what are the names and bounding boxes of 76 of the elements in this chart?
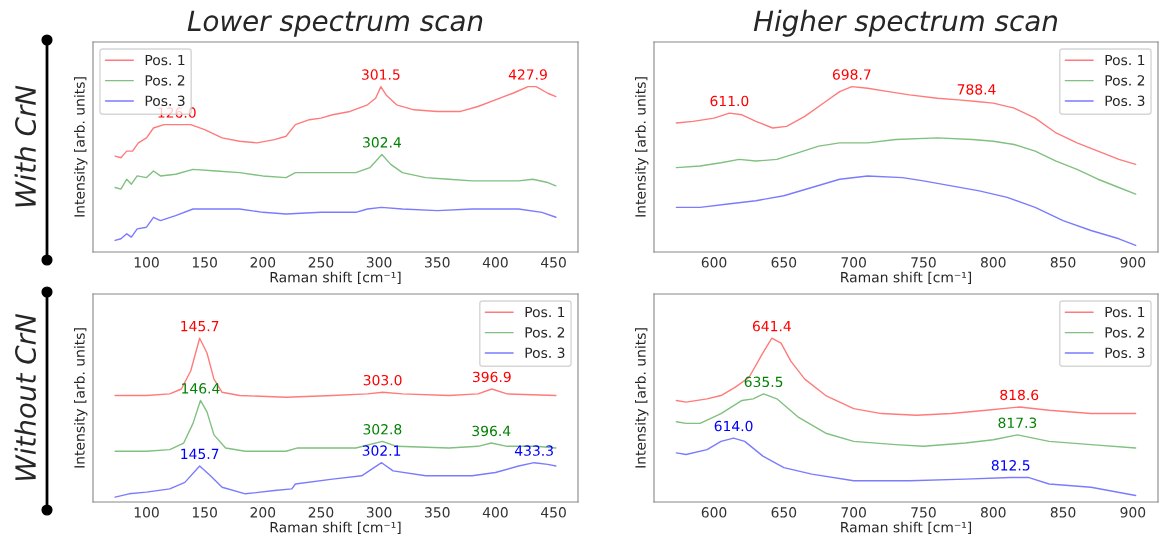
annotation: 817.3 [998,417,1037,428]
x-tick-label: 450 [541,257,566,268]
x-axis-title: Raman shift [cm⁻¹] [270,271,401,285]
annotation: 302.8 [363,424,402,435]
x-tick-label: 850 [1050,507,1076,518]
annotation: 145.7 [181,448,219,460]
x-tick-label: 800 [980,257,1006,268]
x-tick-label: 450 [541,507,566,518]
y-axis-title: Intensity [arb. units] [635,77,649,217]
x-tick-label: 750 [911,507,936,518]
annotation: 698.7 [832,69,871,80]
x-tick-label: 150 [192,257,217,268]
annotation: 611.0 [710,95,749,107]
annotation: 812.5 [991,460,1030,471]
annotation: 126.0 [158,107,196,118]
x-tick-label: 100 [134,257,159,268]
legend-label: Pos. 2 [1105,75,1145,86]
x-tick-label: 750 [911,257,936,268]
legend-label: Pos. 2 [525,327,565,338]
x-axis-title: Raman shift [cm⁻¹] [841,271,972,285]
chart-title: Higher spectrum scan [753,9,1058,37]
x-tick-label: 250 [308,257,334,268]
x-tick-label: 700 [841,507,866,518]
annotation: 788.4 [957,84,996,95]
legend-label: Pos. 3 [145,95,185,107]
x-tick-label: 600 [701,507,727,518]
annotation: 301.5 [362,69,400,80]
x-tick-label: 300 [366,257,392,268]
x-tick-label: 650 [771,507,797,518]
annotation: 302.4 [363,137,402,148]
x-axis-title: Raman shift [cm⁻¹] [270,521,401,535]
x-tick-label: 800 [980,507,1006,518]
x-tick-label: 150 [192,507,217,518]
x-tick-label: 350 [425,507,450,518]
x-tick-label: 900 [1120,257,1146,268]
chart-title: Lower spectrum scan [187,10,483,37]
annotation: 145.7 [181,321,219,332]
legend-label: Pos. 2 [1105,327,1145,338]
x-tick-label: 900 [1120,507,1146,518]
annotation: 396.9 [472,371,511,383]
annotation: 146.4 [182,383,220,394]
annotation: 635.5 [744,376,783,388]
annotation: 818.6 [1000,389,1039,401]
x-tick-label: 200 [250,257,276,268]
x-tick-label: 600 [701,257,727,268]
x-tick-label: 850 [1050,257,1076,268]
y-axis-title: Intensity [arb. units] [74,328,88,468]
legend-label: Pos. 1 [1105,54,1145,66]
legend-label: Pos. 1 [525,306,565,318]
annotation: 396.4 [472,425,511,437]
x-tick-label: 100 [134,507,159,518]
y-axis-title: Intensity [arb. units] [74,77,88,217]
annotation: 641.4 [752,320,791,332]
annotation: 302.1 [362,445,401,456]
x-tick-label: 650 [771,257,797,268]
legend-label: Pos. 3 [1105,347,1145,359]
x-tick-label: 200 [250,507,276,518]
legend-label: Pos. 1 [145,54,185,66]
annotation: 303.0 [363,374,402,386]
text: With CrN [14,85,37,207]
legend-label: Pos. 1 [1105,306,1145,318]
annotation: 427.9 [508,69,547,80]
text: Without CrN [14,313,37,481]
annotation: 433.3 [514,445,553,456]
x-tick-label: 400 [482,257,508,268]
legend-label: Pos. 2 [145,75,185,86]
legend-label: Pos. 3 [525,347,565,359]
x-tick-label: 250 [308,507,334,518]
x-tick-label: 300 [366,507,392,518]
x-tick-label: 700 [841,257,866,268]
x-tick-label: 350 [425,257,450,268]
annotation: 614.0 [714,420,753,432]
x-axis-title: Raman shift [cm⁻¹] [841,521,972,535]
x-tick-label: 400 [482,507,508,518]
y-axis-title: Intensity [arb. units] [635,328,649,468]
legend-label: Pos. 3 [1105,95,1145,107]
